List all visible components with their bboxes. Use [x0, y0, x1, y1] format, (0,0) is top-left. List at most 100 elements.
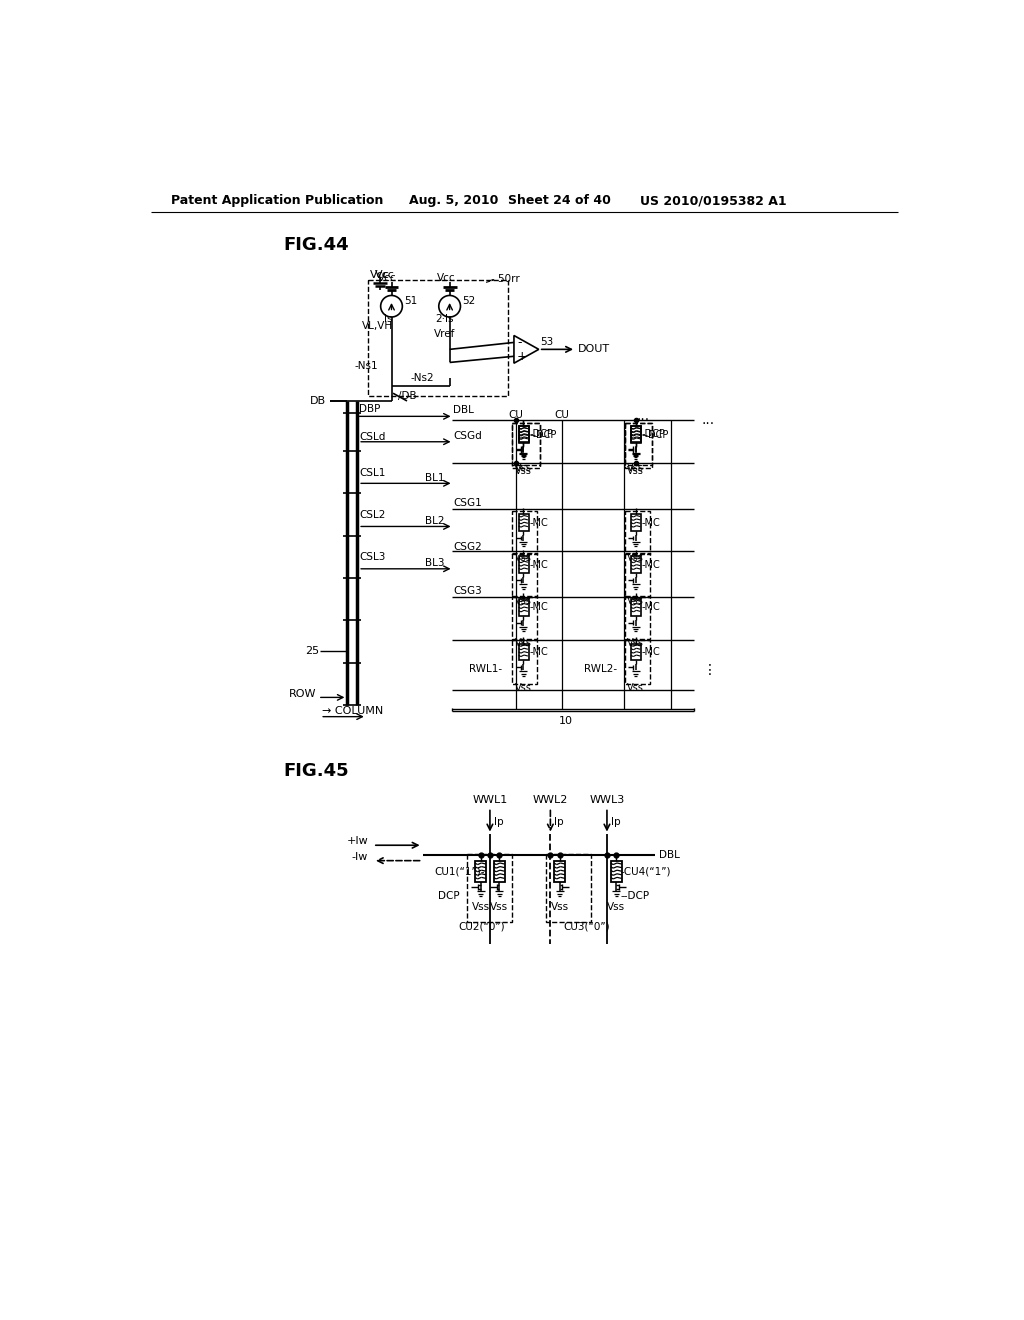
Text: Is: Is: [384, 314, 392, 323]
Bar: [631, 557, 641, 573]
Text: -MC: -MC: [529, 560, 548, 570]
Text: 53: 53: [541, 337, 554, 347]
Text: ⋮: ⋮: [702, 664, 716, 677]
Bar: [625, 424, 652, 469]
Text: CSL2: CSL2: [359, 510, 385, 520]
Text: RWL1-: RWL1-: [469, 664, 502, 675]
Text: FIG.44: FIG.44: [283, 236, 348, 255]
Text: 51: 51: [403, 296, 417, 306]
Text: CSG1: CSG1: [454, 499, 482, 508]
Text: Vss: Vss: [515, 466, 531, 475]
Text: ...: ...: [701, 413, 715, 428]
Text: -MC: -MC: [529, 647, 548, 657]
Text: Sheet 24 of 40: Sheet 24 of 40: [508, 194, 610, 207]
Text: CSG2: CSG2: [454, 543, 482, 552]
Text: 10: 10: [559, 715, 572, 726]
Text: Ip: Ip: [494, 817, 504, 828]
Text: Vss: Vss: [515, 595, 531, 606]
Text: CSG3: CSG3: [454, 586, 482, 597]
Text: DBL: DBL: [658, 850, 680, 861]
Text: -MC: -MC: [642, 647, 660, 657]
Text: CSLd: CSLd: [359, 432, 385, 442]
Text: VL,VH: VL,VH: [362, 321, 393, 331]
Bar: [512, 640, 538, 684]
Text: -MC: -MC: [642, 517, 660, 528]
Text: Vss: Vss: [627, 638, 644, 648]
Text: ...: ...: [637, 409, 650, 424]
Text: -Ns1: -Ns1: [354, 362, 378, 371]
Text: RWL2-: RWL2-: [584, 664, 616, 675]
Text: Patent Application Publication: Patent Application Publication: [171, 194, 383, 207]
Text: +Iw: +Iw: [346, 837, 369, 846]
Bar: [512, 424, 540, 465]
Bar: [631, 426, 641, 444]
Text: -MC: -MC: [529, 602, 548, 612]
Text: -MC: -MC: [529, 517, 548, 528]
Text: CU: CU: [555, 409, 569, 420]
Text: -Ns2: -Ns2: [411, 372, 434, 383]
Text: Vss: Vss: [627, 595, 644, 606]
Text: DB: DB: [309, 396, 326, 407]
Bar: [512, 511, 538, 554]
Text: /DB: /DB: [397, 391, 417, 400]
Text: CU: CU: [508, 409, 523, 420]
Text: Vss: Vss: [627, 466, 644, 475]
Text: -: -: [517, 335, 521, 348]
Text: Vss: Vss: [515, 682, 531, 693]
Text: CU3(“0”): CU3(“0”): [563, 921, 610, 932]
Text: Vss: Vss: [472, 903, 489, 912]
Text: Vss: Vss: [627, 553, 644, 564]
Bar: [369, 280, 508, 396]
Text: Vref: Vref: [434, 329, 456, 339]
Bar: [611, 861, 622, 882]
Text: 25: 25: [305, 647, 319, 656]
Text: CU2(“0”): CU2(“0”): [459, 921, 506, 932]
Bar: [475, 861, 486, 882]
Text: Vss: Vss: [490, 903, 508, 912]
Bar: [631, 515, 641, 531]
Text: Ip: Ip: [554, 817, 564, 828]
Text: Vss: Vss: [515, 553, 531, 564]
Bar: [512, 424, 540, 469]
Bar: [518, 426, 528, 442]
Text: Vss: Vss: [515, 462, 531, 473]
Bar: [512, 595, 538, 639]
Text: BL1: BL1: [425, 473, 444, 483]
Text: Vss: Vss: [627, 462, 644, 473]
Text: DOUT: DOUT: [578, 345, 609, 354]
Text: Vss: Vss: [627, 682, 644, 693]
Text: -DCP: -DCP: [529, 429, 553, 440]
Bar: [625, 424, 652, 465]
Bar: [554, 861, 565, 882]
Text: CSL1: CSL1: [359, 467, 385, 478]
Text: ROW: ROW: [289, 689, 316, 698]
Text: -CU4(“1”): -CU4(“1”): [621, 866, 671, 876]
Text: DCP: DCP: [438, 891, 460, 902]
Text: 52: 52: [462, 296, 475, 306]
Text: → COLUMN: → COLUMN: [322, 706, 383, 717]
Text: --DCP: --DCP: [642, 430, 670, 440]
Text: Vcc: Vcc: [376, 271, 395, 280]
Bar: [625, 511, 649, 554]
Text: -MC: -MC: [642, 560, 660, 570]
Text: -Iw: -Iw: [352, 851, 369, 862]
Text: CSL3: CSL3: [359, 552, 385, 562]
Text: Vss: Vss: [551, 903, 568, 912]
Bar: [518, 515, 528, 531]
Text: CSGd: CSGd: [454, 430, 482, 441]
Bar: [631, 426, 641, 442]
Bar: [518, 426, 528, 444]
Text: WWL3: WWL3: [590, 795, 625, 805]
Bar: [518, 644, 528, 660]
Text: - 50rr: - 50rr: [490, 275, 519, 284]
Text: WWL2: WWL2: [532, 795, 568, 805]
Bar: [625, 640, 649, 684]
Text: FIG.45: FIG.45: [283, 762, 348, 780]
Bar: [631, 644, 641, 660]
Bar: [631, 599, 641, 615]
Bar: [494, 861, 505, 882]
Text: BL3: BL3: [425, 558, 444, 569]
Text: Vss: Vss: [515, 638, 531, 648]
Text: CU1(“1”)-: CU1(“1”)-: [434, 866, 484, 876]
Text: BL2: BL2: [425, 516, 444, 527]
